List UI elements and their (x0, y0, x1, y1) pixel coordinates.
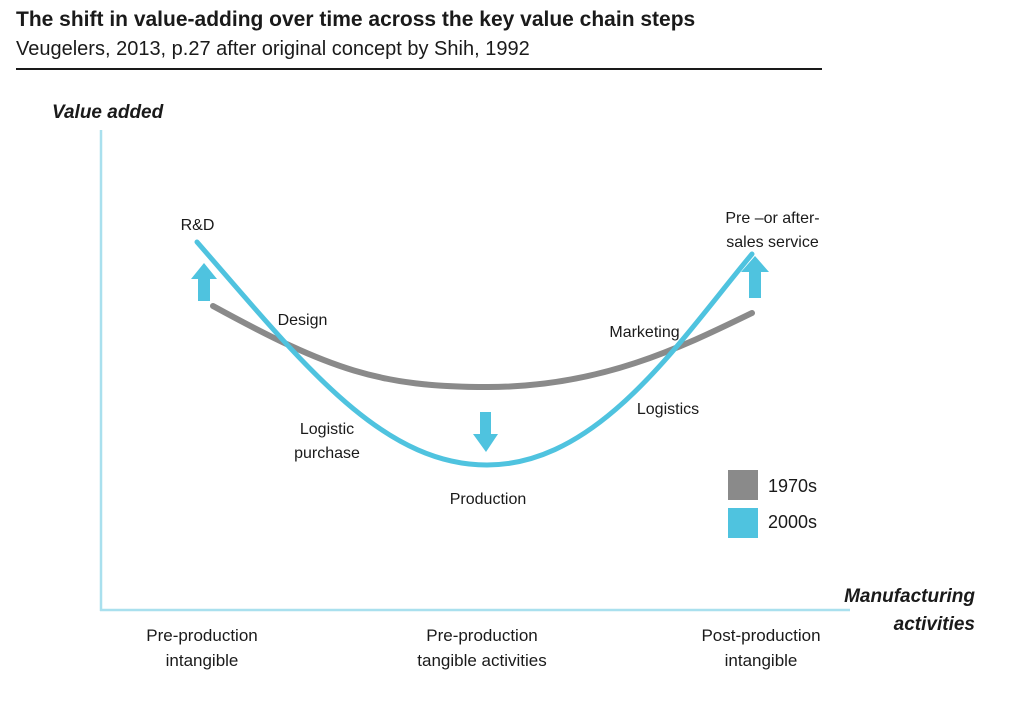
curve-2000s (194, 239, 755, 468)
label-logistics: Logistics (636, 401, 700, 418)
legend-swatch-2000s (728, 508, 758, 538)
arrow-down-icon (473, 412, 498, 452)
stage-pre-production-tangible: Pre-production tangible activities (417, 626, 547, 670)
label-service: Pre –or after- sales service (725, 210, 820, 251)
legend-label-2000s: 2000s (768, 512, 818, 532)
x-axis-label: Manufacturing activities (844, 586, 975, 635)
arrow-up-icon (741, 256, 769, 298)
label-logistic-purchase: Logistic purchase (294, 421, 360, 462)
label-marketing: Marketing (609, 324, 680, 341)
y-axis-label: Value added (52, 102, 164, 123)
legend-swatch-1970s (728, 470, 758, 500)
chart-subtitle: Veugelers, 2013, p.27 after original con… (16, 38, 530, 60)
label-rnd: R&D (180, 217, 215, 234)
stage-post-production-intangible: Post-production intangible (701, 626, 821, 670)
stage-pre-production-intangible: Pre-production intangible (146, 626, 258, 670)
label-design: Design (277, 312, 328, 329)
arrow-up-icon (191, 263, 217, 301)
chart-title: The shift in value-adding over time acro… (16, 8, 696, 31)
legend-label-1970s: 1970s (768, 476, 818, 496)
label-production: Production (449, 491, 527, 508)
title-divider (16, 68, 822, 70)
